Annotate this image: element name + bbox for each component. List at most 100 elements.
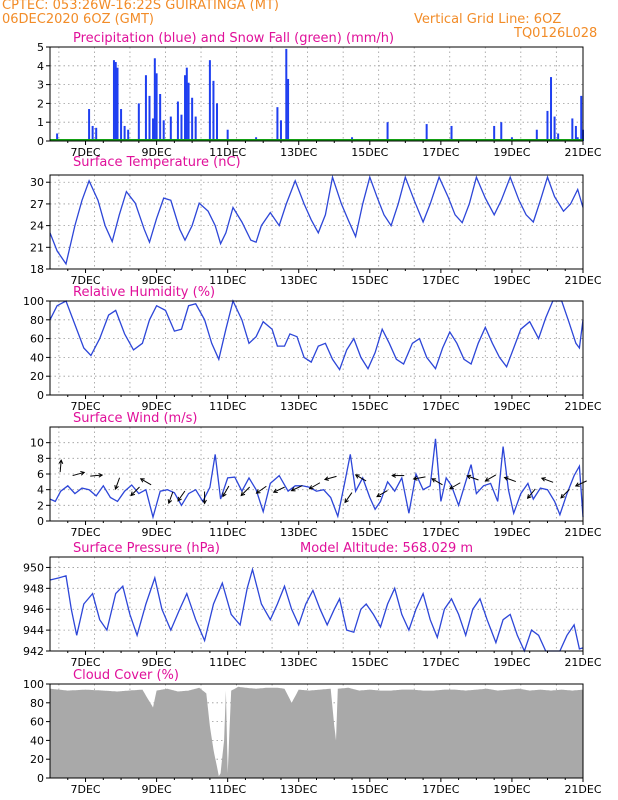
x-tick-label: 7DEC [70, 783, 100, 796]
wind-arrow-head [484, 477, 490, 482]
x-tick-label: 17DEC [422, 783, 459, 796]
panel-title: Surface Pressure (hPa) [73, 541, 220, 556]
wind-arrow-head [139, 478, 145, 483]
precip-bar [557, 133, 560, 141]
precip-bar [176, 101, 179, 141]
precip-bar [493, 125, 496, 141]
x-tick-label: 19DEC [493, 400, 530, 413]
precip-bar [137, 103, 140, 141]
wind-arrow-head [202, 499, 207, 505]
series-line [49, 567, 584, 653]
precip-bar [159, 94, 162, 141]
y-tick-label: 8 [37, 452, 44, 465]
x-tick-label: 15DEC [351, 274, 388, 287]
precip-bar [180, 114, 183, 141]
wind-arrow [391, 473, 405, 478]
panel-title: Surface Temperature (nC) [73, 155, 241, 170]
wind-arrow-shaft [485, 474, 497, 482]
wind-arrow-shaft [256, 485, 267, 494]
y-tick-label: 4 [37, 484, 44, 497]
panel-6: Cloud Cover (%) 0 20 40 60 80 100 7DEC 9DEC 11DEC… [23, 668, 602, 796]
y-tick-label: 40 [30, 351, 44, 364]
wind-arrow-shaft [72, 471, 85, 477]
wind-arrow [90, 472, 104, 478]
wind-arrow-shaft [130, 486, 140, 496]
y-tick-label: 944 [23, 624, 44, 637]
wind-arrow-shaft [541, 477, 554, 483]
y-tick-label: 100 [23, 295, 44, 308]
x-tick-label: 11DEC [209, 274, 246, 287]
y-tick-label: 27 [30, 198, 44, 211]
wind-arrow-shaft [575, 480, 587, 487]
panel-5: Surface Pressure (hPa) Model Altitude: 56… [23, 541, 602, 669]
cloud-area [50, 686, 583, 778]
panel-title: Surface Wind (m/s) [73, 411, 197, 426]
wind-arrow [354, 474, 367, 482]
wind-arrow-head [272, 488, 278, 493]
model-code: TQ0126L028 [514, 26, 598, 41]
panel-title: Cloud Cover (%) [73, 668, 179, 683]
wind-arrow [448, 482, 461, 490]
precip-bar [88, 109, 91, 141]
x-tick-label: 13DEC [280, 146, 317, 159]
run-date-header: 06DEC2020 6OZ (GMT) [2, 12, 154, 27]
wind-arrow-head [114, 485, 119, 491]
x-tick-label: 21DEC [564, 526, 601, 539]
x-tick-label: 21DEC [564, 146, 601, 159]
wind-arrow-head [308, 485, 314, 490]
precip-bar [279, 120, 282, 141]
precip-bar [112, 60, 115, 141]
precip-bar [216, 103, 219, 141]
wind-arrow-shaft [291, 485, 303, 492]
precip-bar [120, 109, 123, 141]
wind-arrow [240, 486, 251, 497]
wind-arrow-shaft [59, 460, 62, 473]
panel-2: Surface Temperature (nC) 18 21 24 27 30 7DEC 9D… [30, 155, 602, 287]
wind-arrow [290, 485, 303, 492]
x-tick-label: 13DEC [280, 656, 317, 669]
precip-bar [550, 77, 553, 141]
x-tick-label: 21DEC [564, 400, 601, 413]
wind-arrow [574, 480, 587, 487]
x-tick-label: 9DEC [142, 656, 172, 669]
grid-line-note: Vertical Grid Line: 6OZ [414, 12, 562, 27]
wind-arrow-shaft [240, 486, 251, 496]
y-tick-label: 80 [30, 697, 44, 710]
wind-arrow-shaft [140, 478, 152, 486]
y-tick-label: 2 [37, 499, 44, 512]
x-tick-label: 7DEC [70, 526, 100, 539]
wind-arrow-shaft [273, 486, 285, 493]
precip-bar [95, 127, 98, 141]
y-tick-label: 942 [23, 645, 44, 658]
panel-1: Precipitation (blue) and Snow Fall (gree… [37, 31, 602, 159]
x-tick-label: 9DEC [142, 400, 172, 413]
model-altitude-label: Model Altitude: 568.029 m [300, 541, 473, 556]
x-tick-label: 15DEC [351, 656, 388, 669]
x-tick-label: 7DEC [70, 656, 100, 669]
precip-bar [386, 122, 389, 141]
x-tick-label: 9DEC [142, 146, 172, 159]
x-tick-label: 13DEC [280, 783, 317, 796]
precip-bar [148, 95, 151, 141]
x-tick-label: 7DEC [70, 274, 100, 287]
y-tick-label: 0 [37, 772, 44, 785]
precip-bar [56, 133, 59, 141]
y-tick-label: 30 [30, 176, 44, 189]
wind-arrow-head [58, 459, 64, 465]
precip-bar [535, 129, 538, 141]
y-tick-label: 60 [30, 333, 44, 346]
x-tick-label: 17DEC [422, 656, 459, 669]
y-tick-label: 18 [30, 263, 44, 276]
wind-arrow-shaft [90, 474, 103, 477]
x-tick-label: 13DEC [280, 526, 317, 539]
wind-arrow-head [540, 477, 546, 482]
precip-bar [574, 125, 577, 141]
wind-arrow-head [503, 476, 509, 481]
x-tick-label: 13DEC [280, 274, 317, 287]
series-line [49, 174, 584, 266]
y-tick-label: 6 [37, 468, 44, 481]
wind-arrow-head [167, 499, 173, 505]
x-tick-label: 17DEC [422, 526, 459, 539]
panel-3: Relative Humidity (%) 0 20 40 60 80 100 7DEC 9DE… [23, 285, 602, 413]
wind-arrow-shaft [344, 492, 353, 503]
